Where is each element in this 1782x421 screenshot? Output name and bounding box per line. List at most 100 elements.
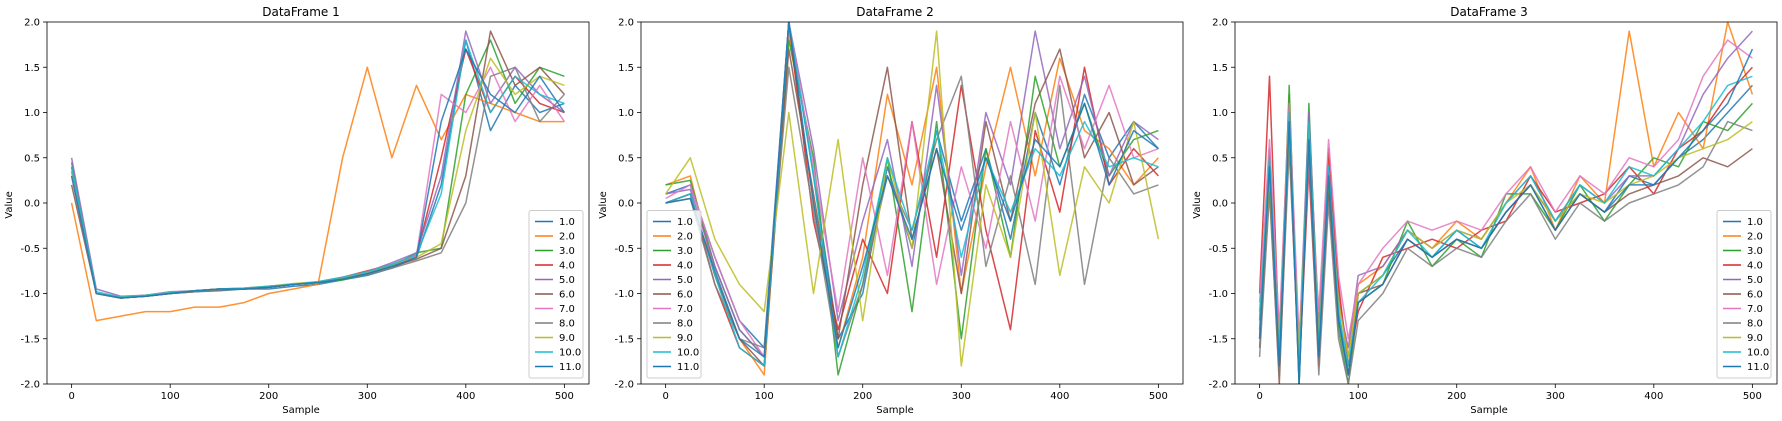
y-tick-label: -1.5 bbox=[1208, 334, 1228, 345]
x-tick-label: 200 bbox=[1447, 391, 1466, 402]
legend-label: 4.0 bbox=[1747, 261, 1763, 272]
series-line-5.0 bbox=[665, 22, 1159, 358]
series-line-11.0 bbox=[70, 48, 566, 299]
y-tick-label: -2.0 bbox=[20, 380, 40, 391]
x-tick-label: 300 bbox=[358, 391, 377, 402]
x-tick-label: 500 bbox=[555, 391, 574, 402]
y-tick-label: 0.0 bbox=[24, 199, 40, 210]
y-tick-label: 1.5 bbox=[24, 63, 40, 74]
y-tick-label: -0.5 bbox=[1208, 244, 1228, 255]
x-axis-label: Sample bbox=[1470, 405, 1508, 416]
y-tick-label: -1.0 bbox=[20, 289, 40, 300]
series-line-2.0 bbox=[70, 66, 565, 322]
axes-frame bbox=[46, 21, 590, 385]
series-lines bbox=[1258, 22, 1754, 384]
panel-dataframe-2: DataFrame 2 Sample Value 0 100 200 300 400 50… bbox=[598, 5, 1184, 416]
y-tick-label: 1.5 bbox=[1212, 63, 1228, 74]
y-tick-label: 1.0 bbox=[618, 108, 634, 119]
x-tick-label: 500 bbox=[1743, 391, 1762, 402]
x-tick-label: 100 bbox=[1349, 391, 1368, 402]
legend-label: 3.0 bbox=[677, 246, 693, 257]
legend-label: 5.0 bbox=[677, 275, 693, 286]
series-line-10.0 bbox=[665, 22, 1159, 367]
legend-label: 1.0 bbox=[559, 217, 575, 228]
x-tick-label: 400 bbox=[456, 391, 475, 402]
legend-label: 11.0 bbox=[559, 362, 581, 373]
y-tick-label: -2.0 bbox=[1208, 380, 1228, 391]
legend-label: 10.0 bbox=[1747, 348, 1769, 359]
legend-label: 7.0 bbox=[677, 304, 693, 315]
x-tick-label: 0 bbox=[662, 391, 668, 402]
plot-area: 0 100 200 300 400 500 -2.0 -1.5 -1.0 -0.5 0.0 0.5 1.… bbox=[614, 18, 1184, 402]
panel-dataframe-3: DataFrame 3 Sample Value 0 100 200 300 400 50… bbox=[1192, 5, 1778, 416]
y-tick-label: -2.0 bbox=[614, 380, 634, 391]
axes-frame bbox=[640, 21, 1184, 385]
panel-dataframe-1: DataFrame 1 Sample Value 0 100 200 300 400 50… bbox=[4, 5, 590, 416]
legend-label: 7.0 bbox=[1747, 304, 1763, 315]
x-tick-label: 0 bbox=[68, 391, 74, 402]
y-tick-label: 0.5 bbox=[24, 153, 40, 164]
legend-label: 7.0 bbox=[559, 304, 575, 315]
legend-label: 11.0 bbox=[677, 362, 699, 373]
series-lines bbox=[70, 30, 566, 322]
axes-frame bbox=[1234, 21, 1778, 385]
y-tick-label: -1.0 bbox=[614, 289, 634, 300]
x-tick-label: 200 bbox=[259, 391, 278, 402]
legend-label: 10.0 bbox=[677, 348, 699, 359]
legend-label: 9.0 bbox=[1747, 333, 1763, 344]
legend-label: 5.0 bbox=[1747, 275, 1763, 286]
y-tick-label: 2.0 bbox=[618, 18, 634, 29]
legend-label: 8.0 bbox=[1747, 319, 1763, 330]
y-tick-label: 0.0 bbox=[1212, 199, 1228, 210]
legend-label: 9.0 bbox=[559, 333, 575, 344]
y-tick-label: 1.0 bbox=[24, 108, 40, 119]
series-line-10.0 bbox=[70, 39, 565, 298]
panel-title: DataFrame 1 bbox=[262, 5, 340, 19]
x-tick-label: 400 bbox=[1644, 391, 1663, 402]
legend-label: 4.0 bbox=[559, 261, 575, 272]
x-tick-label: 300 bbox=[952, 391, 971, 402]
legend-label: 4.0 bbox=[677, 261, 693, 272]
plot-area: 0 100 200 300 400 500 -2.0 -1.5 -1.0 -0.5 0.0 0.5 1.… bbox=[20, 18, 590, 402]
y-tick-label: 2.0 bbox=[24, 18, 40, 29]
x-tick-label: 200 bbox=[853, 391, 872, 402]
legend-label: 8.0 bbox=[677, 319, 693, 330]
y-tick-label: 0.5 bbox=[618, 153, 634, 164]
y-tick-label: -1.5 bbox=[20, 334, 40, 345]
legend-label: 5.0 bbox=[559, 275, 575, 286]
legend-label: 2.0 bbox=[1747, 232, 1763, 243]
series-line-2.0 bbox=[665, 30, 1159, 376]
series-line-11.0 bbox=[665, 22, 1159, 358]
legend-label: 3.0 bbox=[1747, 246, 1763, 257]
series-lines bbox=[664, 22, 1160, 376]
legend-label: 2.0 bbox=[677, 232, 693, 243]
x-axis-label: Sample bbox=[282, 405, 320, 416]
legend-label: 1.0 bbox=[677, 217, 693, 228]
y-tick-label: 0.0 bbox=[618, 199, 634, 210]
legend-label: 1.0 bbox=[1747, 217, 1763, 228]
legend-label: 10.0 bbox=[559, 348, 581, 359]
panel-title: DataFrame 2 bbox=[856, 5, 934, 19]
y-axis-label: Value bbox=[598, 191, 609, 218]
x-axis-label: Sample bbox=[876, 405, 914, 416]
plot-area: 0 100 200 300 400 500 -2.0 -1.5 -1.0 -0.5 0.0 0.5 1.… bbox=[1208, 18, 1778, 402]
x-tick-label: 400 bbox=[1050, 391, 1069, 402]
y-tick-label: 1.5 bbox=[618, 63, 634, 74]
x-tick-label: 500 bbox=[1149, 391, 1168, 402]
x-tick-label: 100 bbox=[161, 391, 180, 402]
legend-label: 6.0 bbox=[559, 290, 575, 301]
legend: 1.0 2.0 3.0 4.0 5.0 6.0 7.0 8.0 9.0 10.0 11.0 bbox=[646, 210, 702, 379]
x-tick-label: 300 bbox=[1546, 391, 1565, 402]
legend: 1.0 2.0 3.0 4.0 5.0 6.0 7.0 8.0 9.0 10.0 11.0 bbox=[528, 210, 584, 379]
x-tick-label: 100 bbox=[755, 391, 774, 402]
series-line-11.0 bbox=[1258, 48, 1754, 384]
legend-label: 9.0 bbox=[677, 333, 693, 344]
legend-label: 2.0 bbox=[559, 232, 575, 243]
y-axis-label: Value bbox=[1192, 191, 1203, 218]
y-tick-label: -1.0 bbox=[1208, 289, 1228, 300]
x-tick-label: 0 bbox=[1256, 391, 1262, 402]
y-axis-label: Value bbox=[4, 191, 15, 218]
legend-label: 6.0 bbox=[1747, 290, 1763, 301]
